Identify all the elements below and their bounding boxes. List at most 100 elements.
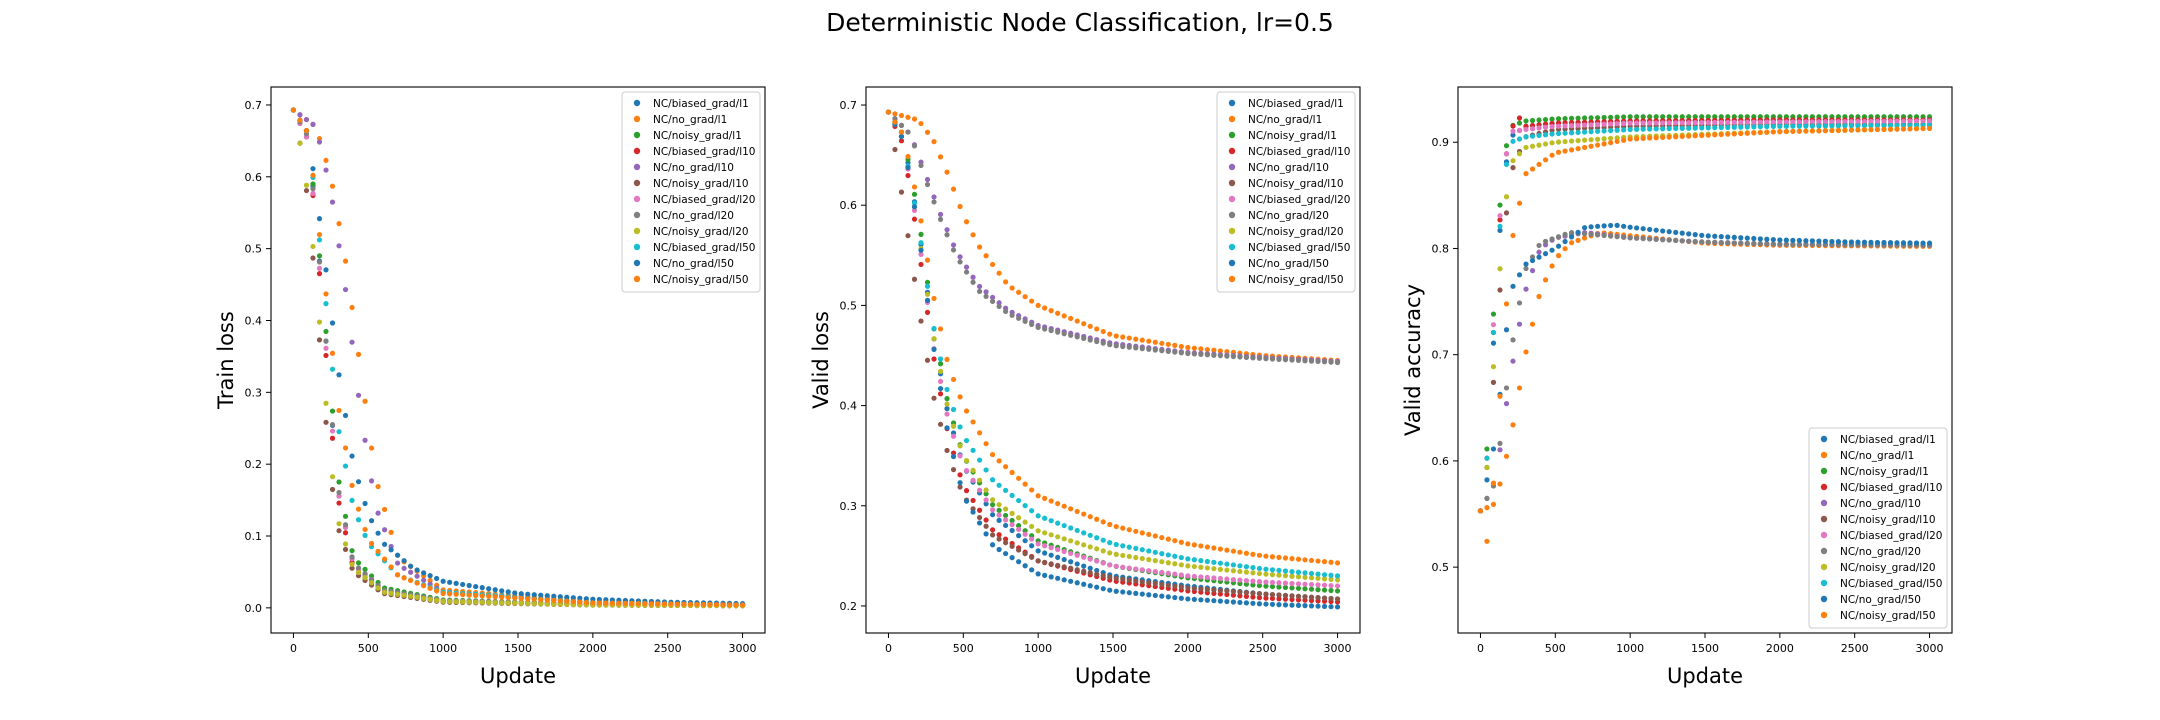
data-point bbox=[1120, 564, 1126, 570]
data-point bbox=[1172, 538, 1178, 544]
data-point bbox=[1803, 238, 1809, 244]
data-point bbox=[1842, 239, 1848, 245]
data-point bbox=[453, 580, 459, 586]
legend-label: NC/biased_grad/l1 bbox=[1248, 98, 1344, 110]
legend-label: NC/no_grad/l10 bbox=[653, 162, 734, 174]
data-point bbox=[538, 601, 544, 607]
data-point bbox=[1061, 548, 1067, 555]
data-point bbox=[492, 600, 498, 606]
data-point bbox=[911, 143, 918, 149]
data-point bbox=[1627, 136, 1633, 142]
data-point bbox=[1829, 119, 1835, 125]
data-point bbox=[905, 164, 911, 171]
legend-label: NC/no_grad/l10 bbox=[1840, 498, 1921, 510]
data-point bbox=[1159, 593, 1165, 599]
y-tick-label: 0.0 bbox=[245, 602, 263, 615]
data-point bbox=[1269, 601, 1276, 607]
data-point bbox=[1165, 348, 1171, 354]
data-point bbox=[1809, 123, 1815, 129]
x-tick-label: 1000 bbox=[1024, 642, 1052, 655]
data-point bbox=[1484, 505, 1490, 511]
data-point bbox=[1016, 515, 1022, 521]
data-point bbox=[1568, 123, 1575, 129]
data-point bbox=[1887, 118, 1894, 124]
data-point bbox=[1204, 544, 1210, 550]
data-point bbox=[1621, 234, 1627, 240]
data-point bbox=[1588, 224, 1594, 230]
data-point bbox=[1907, 118, 1913, 124]
data-point bbox=[427, 585, 433, 591]
data-point bbox=[1211, 587, 1217, 593]
data-point bbox=[937, 216, 944, 222]
data-point bbox=[1686, 125, 1692, 131]
data-point bbox=[342, 445, 349, 451]
data-point bbox=[1523, 134, 1529, 140]
data-point bbox=[1009, 517, 1015, 524]
data-point bbox=[421, 570, 427, 576]
data-point bbox=[577, 599, 583, 605]
data-point bbox=[1660, 237, 1666, 243]
data-point bbox=[996, 458, 1002, 464]
data-point bbox=[1542, 124, 1549, 130]
data-point bbox=[944, 356, 950, 363]
data-point bbox=[924, 309, 931, 315]
data-point bbox=[1666, 114, 1672, 120]
data-point bbox=[996, 303, 1002, 310]
data-point bbox=[349, 554, 355, 560]
data-point bbox=[1484, 455, 1490, 461]
data-point bbox=[1042, 572, 1048, 578]
data-point bbox=[1770, 119, 1776, 125]
data-point bbox=[336, 429, 342, 435]
data-point bbox=[1855, 118, 1861, 125]
valid-loss-panel: 0 500 1000 1500 2000 2500 3000 0.2 0.3 0.4 0.5 0.6 0… bbox=[809, 86, 1361, 688]
data-point bbox=[1835, 119, 1842, 125]
data-point bbox=[1107, 540, 1113, 546]
data-point bbox=[329, 183, 336, 189]
data-point bbox=[1074, 580, 1080, 586]
legend-marker bbox=[1228, 163, 1236, 171]
data-point bbox=[1575, 115, 1581, 121]
data-point bbox=[963, 467, 970, 474]
data-point bbox=[362, 566, 368, 572]
data-point bbox=[1881, 126, 1887, 132]
data-point bbox=[329, 199, 336, 205]
data-point bbox=[1712, 132, 1718, 138]
data-point bbox=[1575, 138, 1581, 144]
data-point bbox=[1595, 121, 1601, 128]
data-point bbox=[1796, 237, 1802, 244]
data-point bbox=[931, 194, 937, 200]
data-point bbox=[944, 425, 950, 431]
data-point bbox=[1256, 591, 1263, 597]
x-tick-label: 2000 bbox=[1174, 642, 1202, 655]
data-point bbox=[453, 591, 459, 597]
data-point bbox=[525, 591, 531, 597]
data-point bbox=[512, 590, 518, 596]
data-point bbox=[1536, 142, 1542, 148]
data-point bbox=[1035, 541, 1041, 547]
data-point bbox=[473, 599, 479, 605]
data-point bbox=[336, 500, 342, 506]
data-point bbox=[989, 477, 996, 483]
data-point bbox=[1497, 393, 1503, 399]
data-point bbox=[1243, 593, 1250, 600]
data-point bbox=[1269, 356, 1276, 362]
data-point bbox=[544, 597, 550, 603]
data-point bbox=[918, 261, 924, 268]
data-point bbox=[1490, 379, 1497, 385]
data-point bbox=[1009, 555, 1015, 561]
figure-title: Deterministic Node Classification, lr=0.… bbox=[826, 8, 1334, 37]
y-axis-label: Train loss bbox=[214, 311, 238, 410]
data-point bbox=[1087, 323, 1093, 329]
data-point bbox=[1497, 217, 1503, 223]
data-point bbox=[518, 600, 524, 606]
data-point bbox=[1712, 239, 1718, 245]
data-point bbox=[1113, 343, 1119, 349]
legend-marker bbox=[1820, 579, 1828, 587]
data-point bbox=[1074, 527, 1080, 534]
data-point bbox=[983, 289, 989, 295]
data-point bbox=[970, 477, 976, 483]
data-point bbox=[336, 528, 342, 534]
data-point bbox=[1725, 131, 1731, 137]
data-point bbox=[447, 591, 453, 597]
data-point bbox=[1315, 595, 1321, 601]
